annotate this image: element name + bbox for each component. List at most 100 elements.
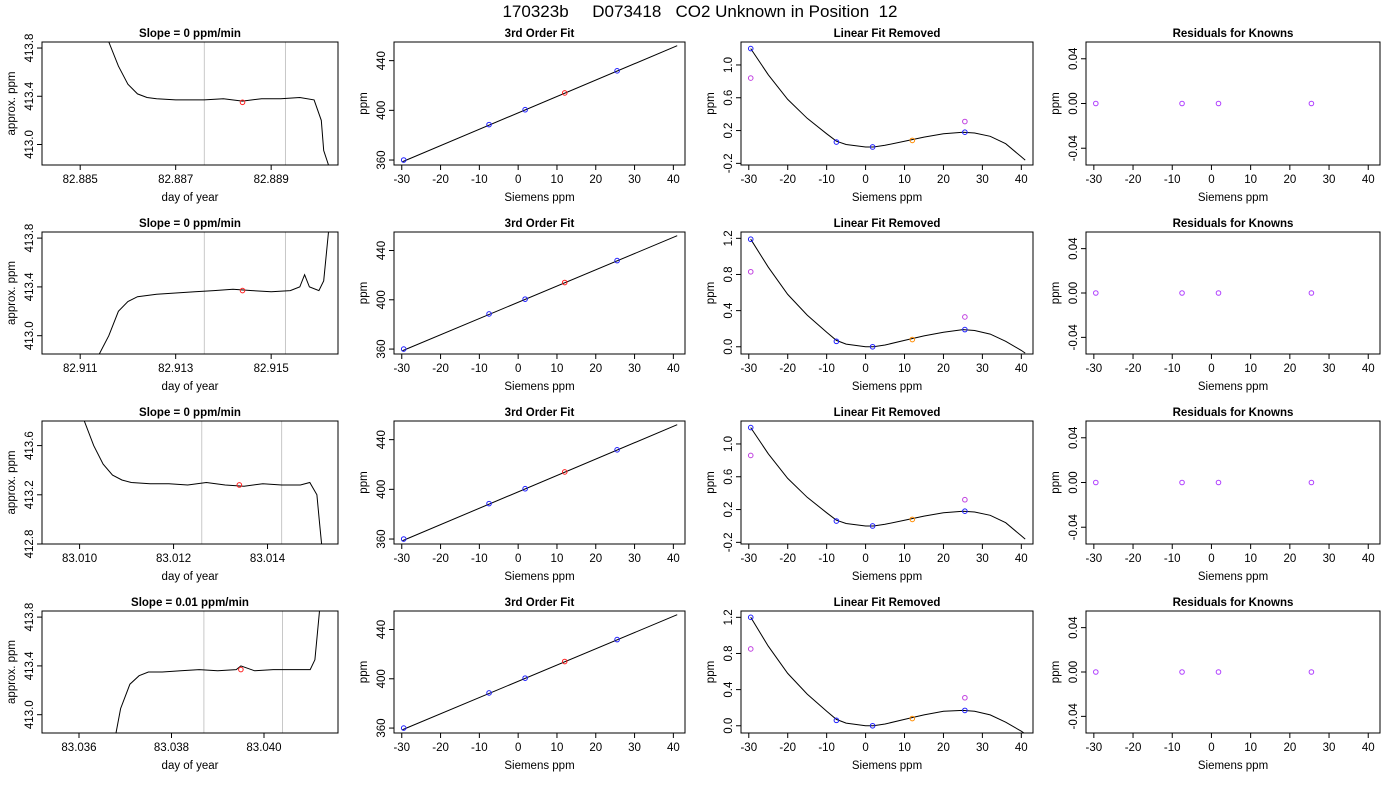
x-tick-label: 82.911 [63, 363, 97, 375]
unknown-point [561, 469, 568, 475]
x-tick-label: -10 [818, 174, 835, 186]
x-tick-label: 30 [1323, 363, 1336, 375]
panel-title: 3rd Order Fit [505, 218, 575, 230]
x-tick-label: 20 [589, 742, 602, 754]
residual-point [1093, 479, 1099, 486]
y-tick-label: 440 [376, 51, 388, 70]
x-tick-label: -30 [740, 742, 757, 754]
unknown-point [561, 90, 568, 96]
x-axis-label: Siemens ppm [504, 760, 574, 772]
x-tick-label: -10 [471, 363, 488, 375]
y-tick-label: 1.0 [723, 436, 735, 452]
y-tick-label: 440 [376, 620, 388, 639]
plot-area [1093, 100, 1315, 107]
x-axis-label: day of year [162, 192, 219, 204]
plot-frame [41, 231, 339, 355]
y-tick-label: 0.2 [723, 123, 735, 139]
mean-marker [236, 482, 243, 488]
x-tick-label: 0 [862, 742, 868, 754]
y-tick-label: 1.2 [723, 609, 735, 625]
x-tick-label: 30 [976, 553, 989, 565]
x-tick-label: -10 [818, 742, 835, 754]
known-point [747, 424, 754, 431]
x-tick-label: 20 [937, 174, 950, 186]
x-tick-label: -20 [779, 363, 796, 375]
y-tick-label: 0.4 [723, 302, 735, 319]
x-axis-label: Siemens ppm [504, 571, 574, 583]
x-tick-label: 20 [1283, 174, 1296, 186]
y-tick-label: 0.04 [1068, 237, 1080, 260]
y-tick-label: 360 [376, 718, 388, 737]
residual-point [1093, 100, 1099, 107]
plot-area [747, 424, 1026, 540]
y-axis-label: ppm [1050, 661, 1062, 683]
y-tick-label: 413.4 [24, 81, 36, 110]
x-tick-label: 20 [937, 363, 950, 375]
previous-point [962, 694, 968, 701]
plot-area [115, 611, 320, 733]
x-tick-label: 40 [1015, 553, 1028, 565]
mean-marker [239, 99, 246, 106]
x-tick-label: 10 [1244, 174, 1257, 186]
plot-area [400, 235, 678, 352]
x-tick-label: -20 [432, 363, 449, 375]
x-tick-label: -30 [1086, 174, 1103, 186]
plot-area [1093, 669, 1315, 675]
x-tick-label: 10 [551, 742, 564, 754]
x-tick-label: 30 [1323, 553, 1336, 565]
y-axis-label: ppm [358, 661, 370, 683]
y-axis-label: approx. ppm [6, 640, 18, 704]
y-tick-label: 0.00 [1068, 282, 1080, 304]
y-axis-label: ppm [705, 661, 717, 683]
x-tick-label: 10 [898, 553, 911, 565]
y-axis-label: ppm [1050, 471, 1062, 493]
x-tick-label: 30 [976, 742, 989, 754]
residual-point [1215, 290, 1222, 296]
y-tick-label: 0.00 [1068, 661, 1080, 683]
known-point [522, 296, 528, 302]
plot-frame [41, 420, 339, 545]
known-point [400, 157, 407, 163]
y-tick-label: 413.8 [24, 34, 36, 63]
y-axis-label: ppm [705, 92, 717, 114]
panel-linrem: Linear Fit Removed -30 -20 -10 0 10 20 30 40 0.0 0… [705, 218, 1034, 393]
x-tick-label: 40 [1362, 553, 1375, 565]
x-tick-label: 30 [628, 174, 641, 186]
known-point [522, 106, 528, 113]
x-axis-label: Siemens ppm [504, 381, 574, 393]
residual-point [1308, 669, 1315, 675]
unknown-point [909, 137, 916, 144]
x-tick-label: 40 [1362, 742, 1375, 754]
x-tick-label: 40 [1362, 363, 1375, 375]
x-tick-label: -30 [740, 363, 757, 375]
panel-title: Slope = 0.01 ppm/min [131, 597, 249, 609]
panel-title: Residuals for Knowns [1173, 597, 1294, 609]
x-tick-label: 30 [976, 174, 989, 186]
y-tick-label: 400 [376, 290, 388, 309]
y-axis-label: approx. ppm [6, 72, 18, 136]
fit-curve [750, 48, 1026, 161]
x-axis-label: Siemens ppm [852, 192, 922, 204]
known-point [400, 725, 407, 731]
x-tick-label: 20 [589, 363, 602, 375]
x-tick-label: 30 [628, 553, 641, 565]
x-tick-label: 30 [1323, 742, 1336, 754]
x-tick-label: -10 [818, 363, 835, 375]
y-axis-label: ppm [358, 282, 370, 304]
panel-title: 3rd Order Fit [505, 597, 575, 609]
fit-line [401, 424, 678, 542]
plot-area [400, 45, 678, 163]
x-tick-label: 20 [1283, 742, 1296, 754]
panel-title: Linear Fit Removed [834, 407, 941, 419]
x-tick-label: 40 [667, 363, 680, 375]
x-tick-label: 82.885 [63, 174, 98, 186]
y-axis-label: ppm [1050, 282, 1062, 304]
x-axis-label: day of year [162, 571, 219, 583]
x-tick-label: 0 [1208, 363, 1214, 375]
plot-area [108, 42, 329, 165]
y-tick-label: 0.6 [723, 90, 735, 106]
x-axis-label: Siemens ppm [852, 571, 922, 583]
known-point [400, 346, 407, 352]
residual-point [1215, 100, 1222, 107]
